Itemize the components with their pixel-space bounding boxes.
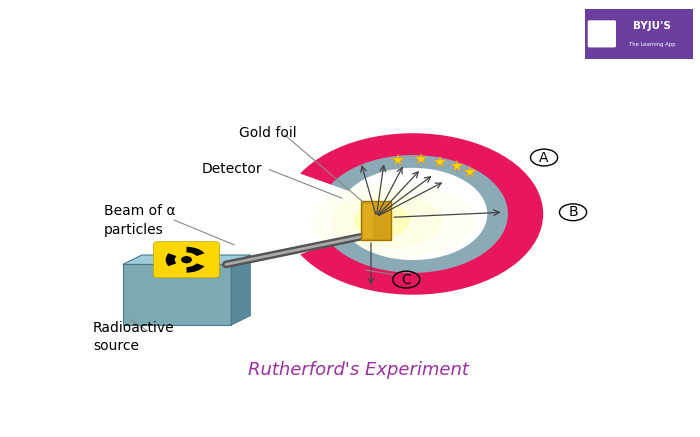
Text: A: A [539, 150, 549, 165]
Wedge shape [186, 247, 204, 256]
Text: The Learning App: The Learning App [629, 42, 675, 48]
Wedge shape [331, 155, 508, 273]
Text: BYJU'S: BYJU'S [633, 21, 671, 31]
Bar [361, 201, 391, 240]
Polygon shape [231, 255, 251, 325]
Ellipse shape [355, 204, 409, 238]
Text: C: C [401, 273, 411, 287]
Text: Gold foil: Gold foil [239, 126, 297, 140]
Wedge shape [186, 264, 204, 273]
Text: Beam of α
particles: Beam of α particles [104, 205, 176, 237]
Bar [363, 204, 373, 238]
Wedge shape [166, 253, 176, 266]
Polygon shape [122, 264, 231, 325]
Ellipse shape [333, 194, 442, 248]
Text: B: B [568, 205, 578, 219]
FancyBboxPatch shape [580, 7, 697, 61]
Ellipse shape [312, 184, 474, 258]
Wedge shape [300, 133, 543, 295]
FancyBboxPatch shape [588, 20, 616, 48]
Circle shape [182, 257, 191, 263]
Polygon shape [122, 255, 251, 264]
Text: Rutherford's Experiment: Rutherford's Experiment [248, 361, 469, 379]
Text: Radioactive
source: Radioactive source [93, 321, 174, 353]
FancyBboxPatch shape [153, 242, 220, 278]
Text: Detector: Detector [202, 162, 262, 176]
